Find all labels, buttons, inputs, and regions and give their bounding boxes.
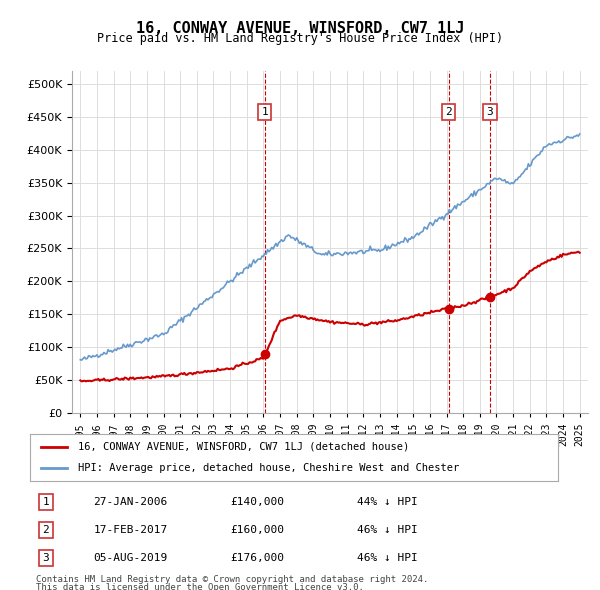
Text: 27-JAN-2006: 27-JAN-2006: [94, 497, 167, 507]
Text: 16, CONWAY AVENUE, WINSFORD, CW7 1LJ: 16, CONWAY AVENUE, WINSFORD, CW7 1LJ: [136, 21, 464, 35]
Text: 05-AUG-2019: 05-AUG-2019: [94, 553, 167, 563]
Text: 3: 3: [487, 107, 493, 117]
Text: 16, CONWAY AVENUE, WINSFORD, CW7 1LJ (detached house): 16, CONWAY AVENUE, WINSFORD, CW7 1LJ (de…: [77, 442, 409, 452]
Text: HPI: Average price, detached house, Cheshire West and Chester: HPI: Average price, detached house, Ches…: [77, 463, 459, 473]
Text: 1: 1: [43, 497, 49, 507]
Text: 46% ↓ HPI: 46% ↓ HPI: [358, 553, 418, 563]
Text: 17-FEB-2017: 17-FEB-2017: [94, 525, 167, 535]
Text: 3: 3: [43, 553, 49, 563]
Text: 1: 1: [261, 107, 268, 117]
Text: £140,000: £140,000: [230, 497, 284, 507]
Text: 44% ↓ HPI: 44% ↓ HPI: [358, 497, 418, 507]
Text: This data is licensed under the Open Government Licence v3.0.: This data is licensed under the Open Gov…: [36, 583, 364, 590]
Text: 2: 2: [445, 107, 452, 117]
Text: Price paid vs. HM Land Registry's House Price Index (HPI): Price paid vs. HM Land Registry's House …: [97, 32, 503, 45]
Text: 46% ↓ HPI: 46% ↓ HPI: [358, 525, 418, 535]
Text: Contains HM Land Registry data © Crown copyright and database right 2024.: Contains HM Land Registry data © Crown c…: [36, 575, 428, 584]
Text: 2: 2: [43, 525, 49, 535]
Text: £176,000: £176,000: [230, 553, 284, 563]
Text: £160,000: £160,000: [230, 525, 284, 535]
